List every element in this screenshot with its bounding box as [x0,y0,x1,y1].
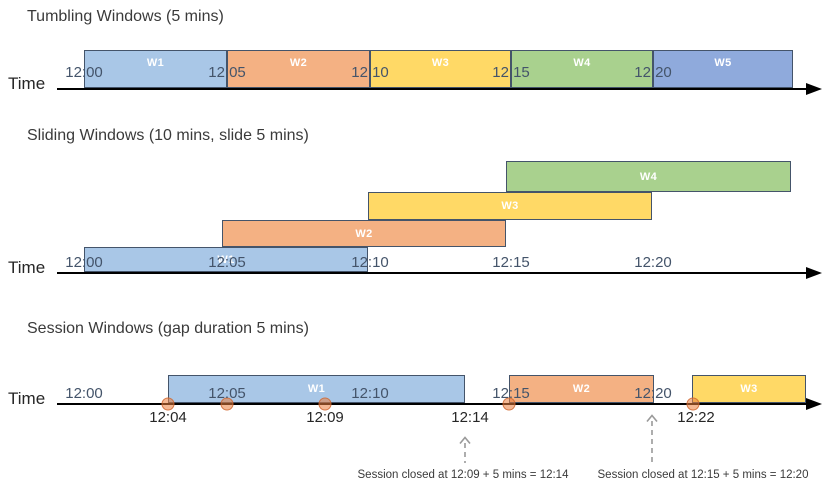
session-axis-line [57,403,809,405]
session-event-time-1204: 12:04 [149,409,187,426]
session-callout-text-2: Session closed at 12:15 + 5 mins = 12:20 [597,469,809,481]
tumbling-window-label-w3: W3 [431,57,450,69]
tumbling-time-axis-label: Time [8,74,46,93]
session-event-dot-2 [220,397,234,411]
session-window-label-w1: W1 [307,383,326,395]
sliding-panel-title: Sliding Windows (10 mins, slide 5 mins) [27,127,309,144]
tumbling-window-label-w1: W1 [146,57,165,69]
session-callout-arrow-icon-2 [646,414,659,469]
session-callout-arrow-icon-1 [459,436,472,469]
tumbling-window-w3: W3 [370,50,511,88]
session-window-w3: W3 [692,375,806,403]
sliding-axis-tick-1210: 12:10 [351,254,389,271]
sliding-axis-line [57,272,809,274]
tumbling-axis-tick-1200: 12:00 [65,64,103,81]
session-axis-tick-1210: 12:10 [351,385,389,402]
tumbling-axis-tick-1215: 12:15 [492,64,530,81]
session-event-time-1222: 12:22 [677,409,715,426]
session-window-label-w2: W2 [572,383,591,395]
sliding-time-axis-label: Time [8,258,46,277]
tumbling-axis-tick-1205: 12:05 [208,64,246,81]
tumbling-axis-tick-1220: 12:20 [634,64,672,81]
session-event-dot-3 [318,397,332,411]
session-axis-tick-1200: 12:00 [65,385,103,402]
tumbling-window-label-w4: W4 [573,57,591,69]
session-axis-arrow-icon [806,398,822,410]
sliding-window-w3: W3 [368,192,652,220]
sliding-window-w4: W4 [506,161,791,192]
session-axis-tick-1205: 12:05 [208,385,246,402]
tumbling-window-w2: W2 [227,50,370,88]
session-window-w2: W2 [509,375,654,403]
tumbling-window-w5: W5 [653,50,793,88]
session-event-dot-5 [686,397,700,411]
sliding-axis-tick-1215: 12:15 [492,254,530,271]
tumbling-axis-arrow-icon [806,83,822,95]
sliding-window-label-w3: W3 [501,200,519,212]
sliding-axis-tick-1205: 12:05 [208,254,246,271]
sliding-axis-arrow-icon [806,267,822,279]
session-callout-text-1: Session closed at 12:09 + 5 mins = 12:14 [357,469,569,481]
session-event-time-1214: 12:14 [451,409,489,426]
tumbling-window-label-w2: W2 [289,57,308,69]
session-window-w1: W1 [168,375,465,403]
session-window-label-w3: W3 [740,383,758,395]
tumbling-axis-tick-1210: 12:10 [351,64,389,81]
tumbling-window-w1: W1 [84,50,227,88]
session-axis-tick-1220: 12:20 [634,385,672,402]
sliding-axis-tick-1220: 12:20 [634,254,672,271]
session-time-axis-label: Time [8,389,46,408]
session-event-dot-4 [502,397,516,411]
sliding-window-w1: W1 [84,247,368,272]
session-event-time-1209: 12:09 [306,409,344,426]
sliding-window-w2: W2 [222,220,506,247]
tumbling-window-w4: W4 [511,50,653,88]
tumbling-axis-line [57,88,809,90]
sliding-axis-tick-1200: 12:00 [65,254,103,271]
sliding-window-label-w1: W1 [217,253,235,266]
tumbling-panel-title: Tumbling Windows (5 mins) [27,8,224,25]
session-event-dot-1 [161,397,175,411]
sliding-window-label-w4: W4 [639,170,658,183]
session-axis-tick-1215: 12:15 [492,385,530,402]
sliding-window-label-w2: W2 [355,227,373,240]
session-panel-title: Session Windows (gap duration 5 mins) [27,320,309,337]
tumbling-window-label-w5: W5 [714,57,732,69]
